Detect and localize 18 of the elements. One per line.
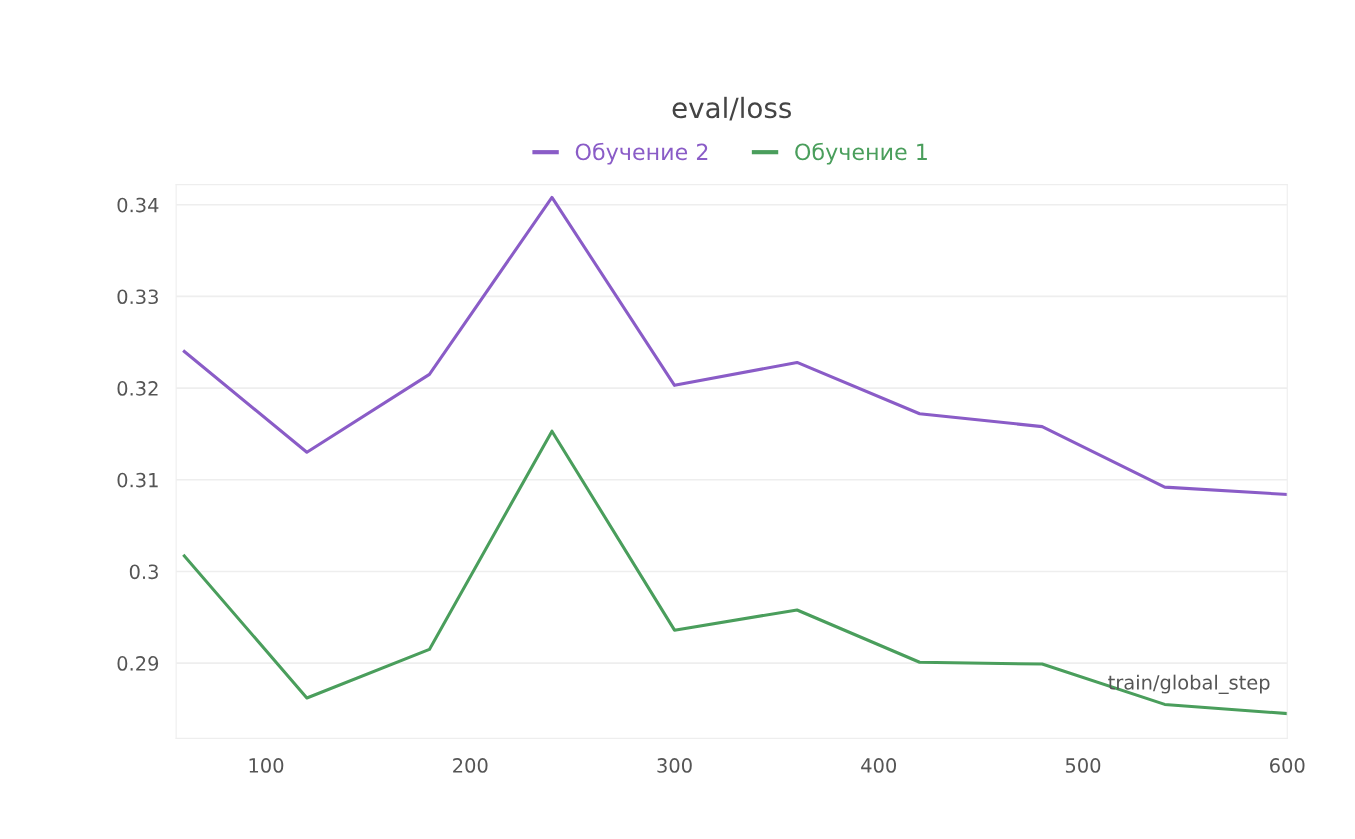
- x-tick-label: 500: [1065, 758, 1101, 773]
- y-tick-label: 0.3: [129, 564, 158, 580]
- chart-title: eval/loss: [672, 96, 791, 121]
- legend-label: Обучение 2: [575, 142, 708, 165]
- y-tick-label: 0.34: [117, 197, 159, 213]
- y-tick-label: 0.29: [117, 656, 159, 671]
- x-axis-title: train/global_step: [1108, 674, 1270, 695]
- y-tick-label: 0.33: [117, 289, 158, 305]
- legend-label: Обучение 1: [795, 142, 927, 165]
- y-tick-label: 0.31: [117, 472, 158, 488]
- x-tick-label: 400: [861, 758, 897, 773]
- line-series: [182, 195, 1288, 496]
- x-tick-label: 600: [1270, 758, 1305, 773]
- x-tick-label: 200: [453, 758, 488, 773]
- x-tick-label: 100: [249, 758, 284, 773]
- y-tick-label: 0.32: [117, 381, 158, 396]
- line-series: [182, 429, 1288, 716]
- x-tick-label: 300: [657, 758, 692, 773]
